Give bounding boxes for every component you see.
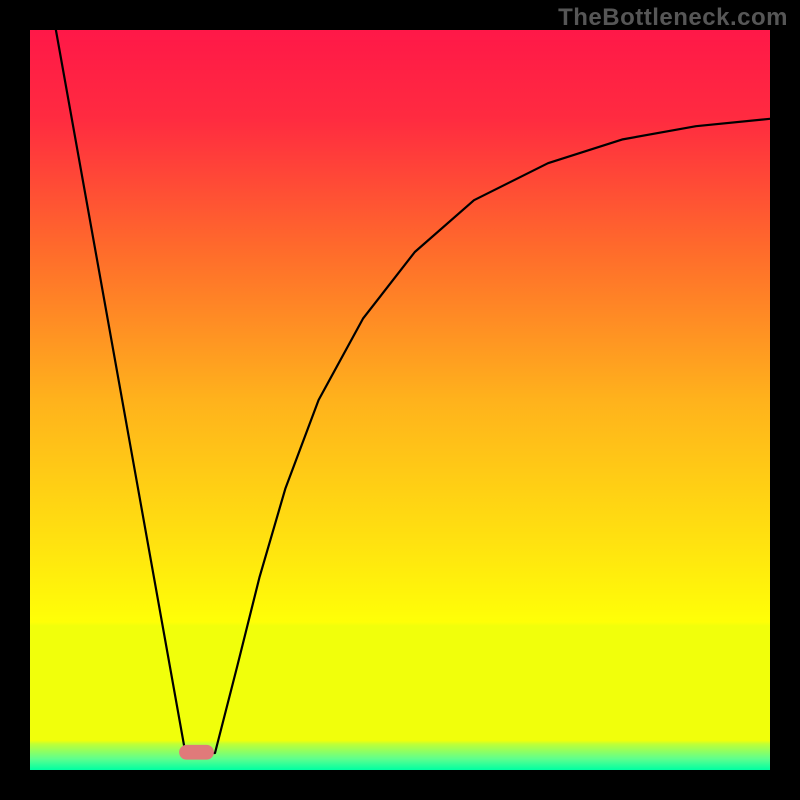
chart-frame: TheBottleneck.com (0, 0, 800, 800)
minimum-marker (179, 745, 214, 760)
gradient-background (30, 30, 770, 770)
watermark-text: TheBottleneck.com (558, 4, 788, 32)
plot-area (30, 30, 770, 770)
bottleneck-curve-chart (30, 30, 770, 770)
